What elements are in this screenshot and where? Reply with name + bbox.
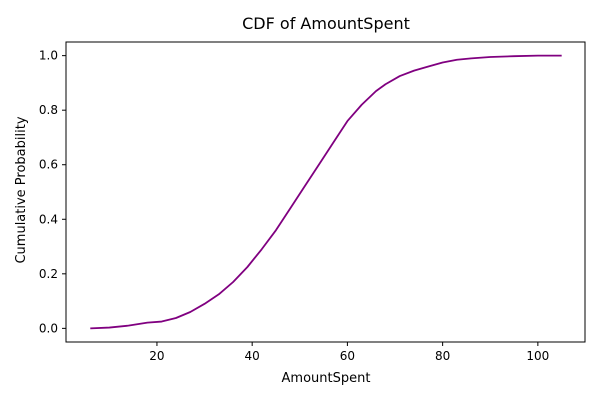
x-axis-label: AmountSpent xyxy=(282,371,371,386)
y-tick-label: 0.0 xyxy=(39,321,58,335)
y-tick-label: 1.0 xyxy=(39,49,58,63)
plot-area: 20 40 60 80 100 0.0 0.2 0.4 0.6 0.8 1.0 xyxy=(39,41,586,363)
plot-frame xyxy=(65,41,586,343)
y-axis-label: Cumulative Probability xyxy=(14,116,29,263)
y-tick-label: 0.6 xyxy=(39,158,58,172)
chart-title: CDF of AmountSpent xyxy=(242,14,410,33)
x-tick-label: 80 xyxy=(435,349,450,363)
y-tick-label: 0.2 xyxy=(39,267,58,281)
x-tick-label: 40 xyxy=(245,349,260,363)
y-tick-label: 0.4 xyxy=(39,212,58,226)
y-tick-label: 0.8 xyxy=(39,103,58,117)
x-tick-label: 60 xyxy=(340,349,355,363)
x-tick-label: 100 xyxy=(526,349,549,363)
cdf-line-0 xyxy=(90,54,562,330)
x-tick-label: 20 xyxy=(149,349,164,363)
